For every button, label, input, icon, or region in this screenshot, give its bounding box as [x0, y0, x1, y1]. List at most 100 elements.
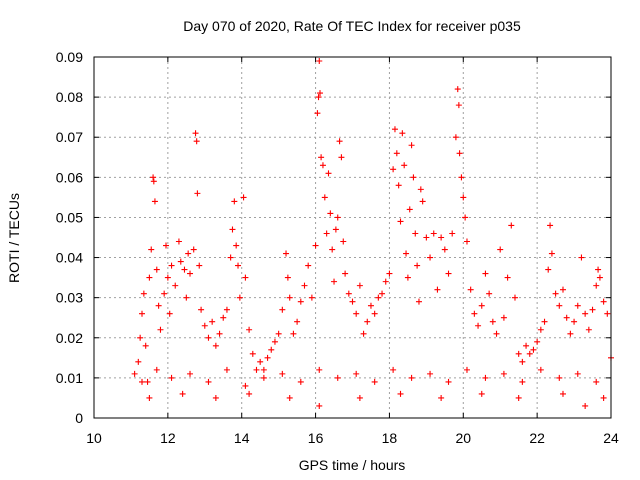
data-point [395, 182, 402, 189]
data-point [345, 290, 352, 297]
data-point [284, 274, 291, 281]
data-point [183, 294, 190, 301]
data-point [399, 130, 406, 137]
data-point [582, 310, 589, 317]
y-tick-label: 0.08 [56, 89, 83, 105]
data-point [567, 330, 574, 337]
y-tick-label: 0.09 [56, 49, 83, 65]
data-point [571, 318, 578, 325]
data-point [482, 270, 489, 277]
data-point [445, 270, 452, 277]
data-point [253, 366, 260, 373]
data-point [161, 290, 168, 297]
data-point [412, 230, 419, 237]
data-point [163, 242, 170, 249]
data-point [187, 370, 194, 377]
data-point [375, 294, 382, 301]
x-tick-label: 24 [603, 430, 619, 446]
data-point [548, 250, 555, 257]
data-point [236, 294, 243, 301]
data-point [559, 390, 566, 397]
data-point [139, 310, 146, 317]
data-point [249, 350, 256, 357]
data-point [336, 138, 343, 145]
data-point [271, 338, 278, 345]
plot-frame [93, 56, 612, 419]
data-point [364, 318, 371, 325]
data-point [556, 374, 563, 381]
data-point [508, 222, 515, 229]
data-point [168, 262, 175, 269]
data-point [460, 194, 467, 201]
data-point [410, 174, 417, 181]
data-point [131, 370, 138, 377]
data-point [467, 286, 474, 293]
data-point [582, 402, 589, 409]
data-point [593, 282, 600, 289]
data-point [279, 370, 286, 377]
data-point [585, 326, 592, 333]
data-point [449, 230, 456, 237]
data-point [321, 194, 328, 201]
data-point [312, 242, 319, 249]
data-point [279, 306, 286, 313]
data-point [486, 290, 493, 297]
data-point [390, 166, 397, 173]
data-point [140, 290, 147, 297]
data-point [329, 246, 336, 253]
data-point [462, 214, 469, 221]
data-point [137, 334, 144, 341]
data-point [325, 170, 332, 177]
data-point [403, 250, 410, 257]
data-point [458, 174, 465, 181]
data-point [526, 350, 533, 357]
data-point [233, 242, 240, 249]
data-point [305, 262, 312, 269]
data-point [340, 238, 347, 245]
data-point [430, 230, 437, 237]
data-point [139, 378, 146, 385]
data-point [240, 194, 247, 201]
x-tick-label: 22 [529, 430, 545, 446]
data-point [316, 402, 323, 409]
y-tick-label: 0.04 [56, 250, 83, 266]
data-point [537, 326, 544, 333]
data-point [151, 198, 158, 205]
y-axis-label: ROTI / TECUs [6, 193, 22, 283]
y-tick-label: 0 [75, 410, 83, 426]
data-point [153, 366, 160, 373]
data-point [192, 130, 199, 137]
data-point [194, 190, 201, 197]
data-point [563, 314, 570, 321]
data-point [559, 286, 566, 293]
data-point [519, 358, 526, 365]
data-point [463, 366, 470, 373]
data-point [519, 378, 526, 385]
data-point [408, 374, 415, 381]
data-point [541, 318, 548, 325]
data-point [578, 254, 585, 261]
data-point [427, 254, 434, 261]
data-point [537, 366, 544, 373]
data-point [556, 302, 563, 309]
data-point [216, 330, 223, 337]
data-point [257, 358, 264, 365]
data-point [150, 174, 157, 181]
data-point [205, 334, 212, 341]
data-point [600, 298, 607, 305]
data-point [315, 94, 322, 101]
data-point [268, 346, 275, 353]
data-point [452, 134, 459, 141]
data-point [168, 374, 175, 381]
data-point [371, 310, 378, 317]
y-tick-label: 0.02 [56, 330, 83, 346]
data-point [318, 154, 325, 161]
data-point [434, 286, 441, 293]
data-point [593, 378, 600, 385]
data-point [201, 322, 208, 329]
data-point [185, 250, 192, 257]
data-point [166, 310, 173, 317]
data-point [511, 294, 518, 301]
data-point [286, 294, 293, 301]
data-point [463, 238, 470, 245]
